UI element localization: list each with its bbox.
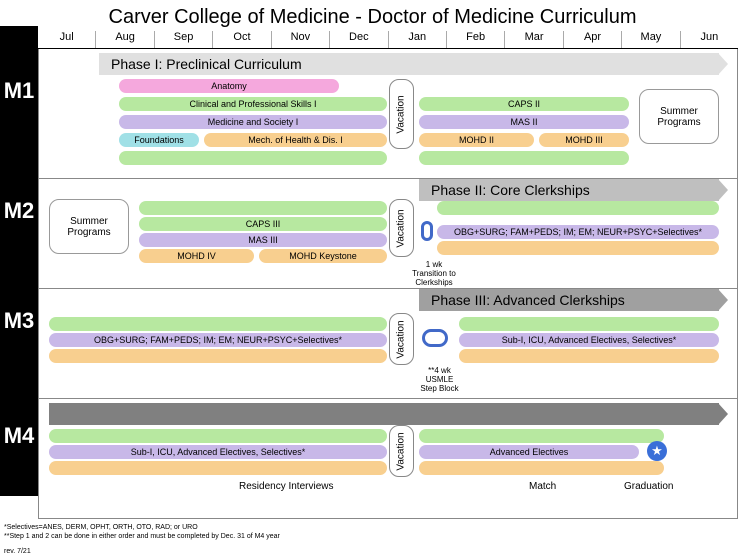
month: Dec bbox=[329, 31, 387, 48]
year-m1: M1 bbox=[0, 26, 38, 156]
graduation-star-icon: ★ bbox=[647, 441, 667, 461]
bar-m2g1 bbox=[139, 201, 387, 215]
month: May bbox=[621, 31, 679, 48]
footnote-2: **Step 1 and 2 can be done in either ord… bbox=[4, 532, 745, 541]
vacation-m4: Vacation bbox=[389, 425, 414, 477]
month: Nov bbox=[271, 31, 329, 48]
residency-label: Residency Interviews bbox=[239, 481, 333, 492]
bar-m3g2 bbox=[459, 317, 719, 331]
transition-note: 1 wk Transition to Clerkships bbox=[409, 261, 459, 287]
month: Jan bbox=[388, 31, 446, 48]
bar-caps3: CAPS III bbox=[139, 217, 387, 231]
bar-m4o1 bbox=[49, 461, 387, 475]
bar-mohd3: MOHD III bbox=[539, 133, 629, 147]
bar-m2o2 bbox=[437, 241, 719, 255]
revision: rev. 7/21 bbox=[4, 547, 745, 556]
bar-mas2: MAS II bbox=[419, 115, 629, 129]
bar-subI3: Sub-I, ICU, Advanced Electives, Selectiv… bbox=[459, 333, 719, 347]
bar-m2g2 bbox=[437, 201, 719, 215]
month: Sep bbox=[154, 31, 212, 48]
vacation-label: Vacation bbox=[396, 320, 407, 358]
vacation-label: Vacation bbox=[396, 95, 407, 133]
bar-advE: Advanced Electives bbox=[419, 445, 639, 459]
bar-g1b bbox=[419, 151, 629, 165]
vacation-label: Vacation bbox=[396, 432, 407, 470]
footer: *Selectives=ANES, DERM, OPHT, ORTH, OTO,… bbox=[0, 519, 745, 556]
bar-m3o1 bbox=[49, 349, 387, 363]
bar-anatomy: Anatomy bbox=[119, 79, 339, 93]
transition-pill bbox=[421, 221, 433, 241]
month: Apr bbox=[563, 31, 621, 48]
bar-m4g1 bbox=[49, 429, 387, 443]
bar-clerk3: OBG+SURG; FAM+PEDS; IM; EM; NEUR+PSYC+Se… bbox=[49, 333, 387, 347]
month: Mar bbox=[504, 31, 562, 48]
bar-g1a bbox=[119, 151, 387, 165]
year-m2: M2 bbox=[0, 156, 38, 266]
vacation-m2: Vacation bbox=[389, 199, 414, 257]
bar-mohdk: MOHD Keystone bbox=[259, 249, 387, 263]
row-m1: Phase I: Preclinical Curriculum Anatomy … bbox=[38, 49, 738, 179]
bar-m3g1 bbox=[49, 317, 387, 331]
usmle-pill bbox=[422, 329, 448, 347]
row-m2: Phase II: Core Clerkships Summer Program… bbox=[38, 179, 738, 289]
phase-1: Phase I: Preclinical Curriculum bbox=[99, 53, 719, 75]
month: Aug bbox=[95, 31, 153, 48]
year-m3: M3 bbox=[0, 266, 38, 376]
year-m4: M4 bbox=[0, 376, 38, 496]
bar-subI4: Sub-I, ICU, Advanced Electives, Selectiv… bbox=[49, 445, 387, 459]
bar-caps1: Clinical and Professional Skills I bbox=[119, 97, 387, 111]
vacation-label: Vacation bbox=[396, 209, 407, 247]
month-header: Jul Aug Sep Oct Nov Dec Jan Feb Mar Apr … bbox=[38, 31, 738, 49]
curriculum-diagram: Carver College of Medicine - Doctor of M… bbox=[0, 0, 745, 556]
bar-mohd1: Mech. of Health & Dis. I bbox=[204, 133, 387, 147]
month: Jul bbox=[38, 31, 95, 48]
row-m3: Phase III: Advanced Clerkships OBG+SURG;… bbox=[38, 289, 738, 399]
bar-mas1: Medicine and Society I bbox=[119, 115, 387, 129]
bar-m3o2 bbox=[459, 349, 719, 363]
usmle-note: **4 wk USMLE Step Block bbox=[417, 367, 462, 393]
vacation-m3: Vacation bbox=[389, 313, 414, 365]
year-column: M1 M2 M3 M4 bbox=[0, 26, 38, 496]
timeline-grid: Jul Aug Sep Oct Nov Dec Jan Feb Mar Apr … bbox=[38, 31, 738, 519]
summer-m1: Summer Programs bbox=[639, 89, 719, 144]
bar-m4g2 bbox=[419, 429, 664, 443]
bar-clerk2: OBG+SURG; FAM+PEDS; IM; EM; NEUR+PSYC+Se… bbox=[437, 225, 719, 239]
bar-caps2: CAPS II bbox=[419, 97, 629, 111]
bar-found: Foundations bbox=[119, 133, 199, 147]
bar-mohd4: MOHD IV bbox=[139, 249, 254, 263]
footnote-1: *Selectives=ANES, DERM, OPHT, ORTH, OTO,… bbox=[4, 523, 745, 532]
summer-m2: Summer Programs bbox=[49, 199, 129, 254]
month: Oct bbox=[212, 31, 270, 48]
phase-2: Phase II: Core Clerkships bbox=[419, 179, 719, 201]
phase-4-bar bbox=[49, 403, 719, 425]
month: Feb bbox=[446, 31, 504, 48]
match-label: Match bbox=[529, 481, 556, 492]
vacation-m1: Vacation bbox=[389, 79, 414, 149]
graduation-label: Graduation bbox=[624, 481, 673, 492]
month: Jun bbox=[680, 31, 738, 48]
phase-3: Phase III: Advanced Clerkships bbox=[419, 289, 719, 311]
page-title: Carver College of Medicine - Doctor of M… bbox=[0, 0, 745, 31]
bar-m4o2 bbox=[419, 461, 664, 475]
bar-mohd2: MOHD II bbox=[419, 133, 534, 147]
bar-mas3: MAS III bbox=[139, 233, 387, 247]
row-m4: Sub-I, ICU, Advanced Electives, Selectiv… bbox=[38, 399, 738, 519]
